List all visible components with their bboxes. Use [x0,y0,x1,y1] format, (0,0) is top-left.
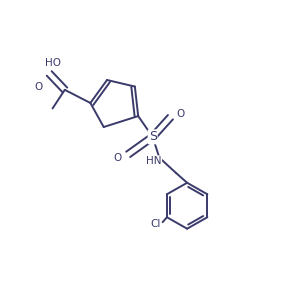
Text: HN: HN [146,156,162,166]
Text: O: O [176,109,185,119]
Text: Cl: Cl [151,219,161,229]
Text: HO: HO [44,57,61,68]
Text: O: O [34,82,42,91]
Text: S: S [149,130,157,143]
Text: O: O [113,153,121,163]
